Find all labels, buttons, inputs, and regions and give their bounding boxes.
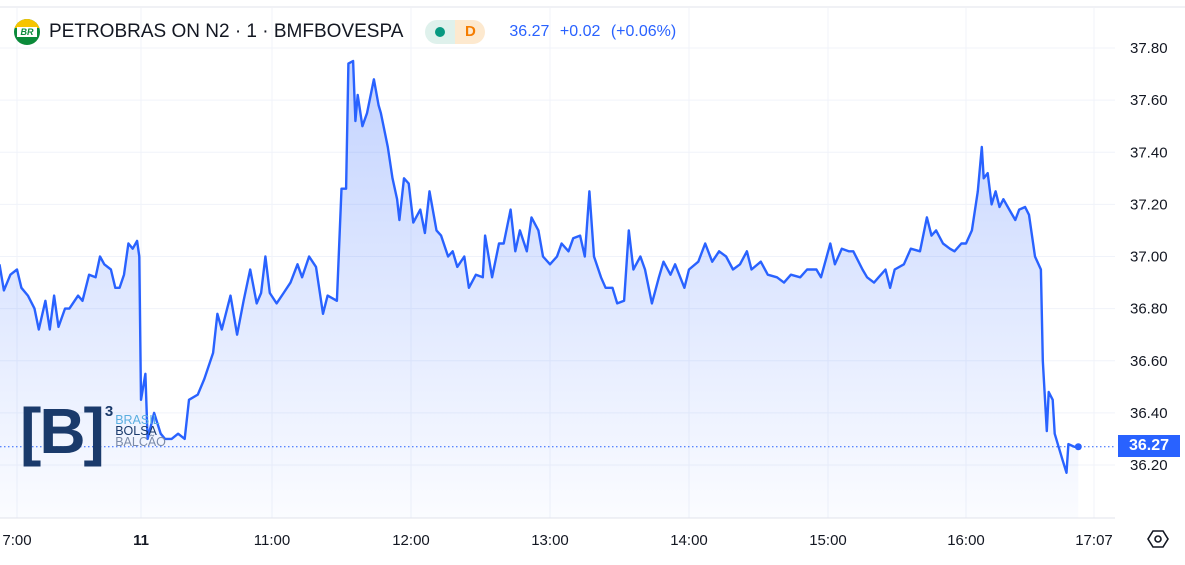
x-tick-label: 14:00: [670, 532, 708, 549]
price-change-pct: (+0.06%): [610, 23, 677, 40]
last-point: [1074, 443, 1082, 451]
y-tick-label: 37.60: [1130, 92, 1168, 109]
plot-area: [0, 59, 1115, 518]
y-tick-label: 37.20: [1130, 196, 1168, 213]
price-axis[interactable]: 37.80 37.60 37.40 37.20 37.00 36.80 36.60 36.40…: [1130, 40, 1168, 474]
y-tick-label: 36.20: [1130, 457, 1168, 474]
y-tick-label: 36.60: [1130, 353, 1168, 370]
last-price: 36.27: [509, 23, 550, 40]
y-tick-label: 37.00: [1130, 249, 1168, 266]
quote: 36.27 +0.02 (+0.06%): [509, 23, 682, 41]
x-tick-label: 12:00: [392, 532, 430, 549]
area-fill: [0, 61, 1079, 518]
y-tick-label: 36.80: [1130, 301, 1168, 318]
price-line: [0, 59, 1079, 474]
x-tick-label: 15:00: [809, 532, 847, 549]
x-tick-label: 13:00: [531, 532, 569, 549]
petrobras-logo: BR: [14, 19, 40, 45]
y-tick-label: 36.40: [1130, 405, 1168, 422]
market-open-icon: [425, 20, 456, 44]
y-tick-label: 37.40: [1130, 144, 1168, 161]
settings-icon[interactable]: [1147, 528, 1169, 550]
x-tick-label: 17:07: [1075, 532, 1113, 549]
x-tick-label: 7:00: [2, 532, 31, 549]
x-tick-label: 11:00: [254, 532, 290, 549]
interval-badge: D: [455, 20, 486, 44]
time-axis[interactable]: 7:00 11 11:00 12:00 13:00 14:00 15:00 16:00 17:0…: [2, 532, 1112, 549]
market-status-badge[interactable]: D: [425, 20, 486, 44]
last-price-tag: 36.27: [1118, 435, 1180, 457]
x-tick-label: 11: [133, 532, 149, 549]
x-tick-label: 16:00: [947, 532, 985, 549]
y-tick-label: 37.80: [1130, 40, 1168, 57]
symbol-title[interactable]: PETROBRAS ON N2 · 1 · BMFBOVESPA: [49, 21, 404, 42]
chart-header: BR PETROBRAS ON N2 · 1 · BMFBOVESPA D 36…: [14, 19, 682, 45]
b3-watermark: [B] 3 BRASIL BOLSA BALCÃO: [20, 395, 166, 467]
price-change: +0.02: [559, 23, 601, 40]
